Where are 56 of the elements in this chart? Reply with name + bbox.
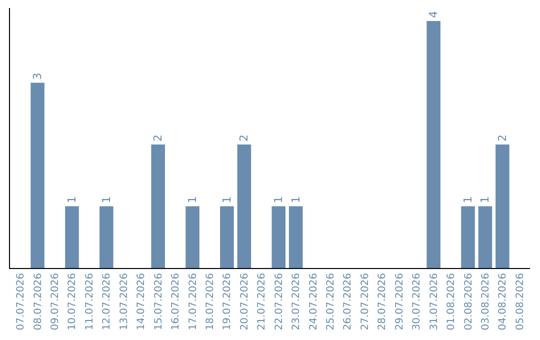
x-tick-label: 27.07.2026 [360,273,371,330]
bar [461,206,475,268]
data-label: 1 [462,196,475,204]
data-label: 2 [496,134,509,142]
x-tick-label: 30.07.2026 [412,273,423,330]
bar [186,206,200,268]
data-label: 1 [65,196,78,204]
x-tick-label: 26.07.2026 [342,273,354,330]
x-tick-label: 12.07.2026 [102,273,113,330]
x-tick-label: 29.07.2026 [394,273,406,330]
data-label: 3 [31,72,44,80]
x-tick-label: 09.07.2026 [50,273,62,330]
x-tick-label: 17.07.2026 [188,273,199,330]
bar [272,206,286,268]
data-label: 1 [186,196,200,204]
data-label: 2 [238,134,251,142]
bar [30,82,44,268]
bar [478,206,492,268]
data-label: 1 [478,196,492,204]
x-tick-label: 19.07.2026 [222,273,234,330]
x-tick-label: 02.08.2026 [463,273,474,330]
x-tick-label: 15.07.2026 [153,273,164,330]
x-tick-label: 01.08.2026 [446,273,458,330]
x-tick-label: 18.07.2026 [204,273,216,330]
x-tick-label: 16.07.2026 [170,273,182,330]
x-tick-label: 08.07.2026 [32,273,44,330]
x-tick-label: 23.07.2026 [291,273,302,330]
x-tick-label: 20.07.2026 [239,273,250,330]
bar [237,144,252,268]
x-tick-label: 28.07.2026 [377,273,388,330]
x-tick-label: 11.07.2026 [84,273,96,330]
x-tick-label: 22.07.2026 [274,273,285,330]
data-label: 1 [100,196,113,204]
bar [220,206,234,268]
x-tick-label: 04.08.2026 [498,273,509,330]
bar [496,144,510,268]
x-tick-label: 25.07.2026 [326,273,337,330]
x-tick-label: 07.07.2026 [16,273,27,330]
x-tick-label: 24.07.2026 [308,273,320,330]
bar [100,206,114,268]
x-tick-label: 05.08.2026 [514,273,526,330]
x-tick-label: 10.07.2026 [67,273,78,330]
data-label: 4 [427,11,440,18]
bar [426,21,440,268]
x-tick-label: 21.07.2026 [256,273,268,330]
bar [151,144,165,268]
x-tick-label: 31.07.2026 [428,273,440,330]
data-label: 1 [272,196,286,204]
x-tick-label: 03.08.2026 [480,273,492,330]
data-label: 1 [220,196,234,204]
data-label: 1 [289,196,302,204]
data-label: 2 [152,134,165,142]
bar [288,206,303,268]
x-tick-label: 14.07.2026 [136,273,148,330]
x-tick-label: 13.07.2026 [118,273,130,330]
bar [65,206,79,268]
